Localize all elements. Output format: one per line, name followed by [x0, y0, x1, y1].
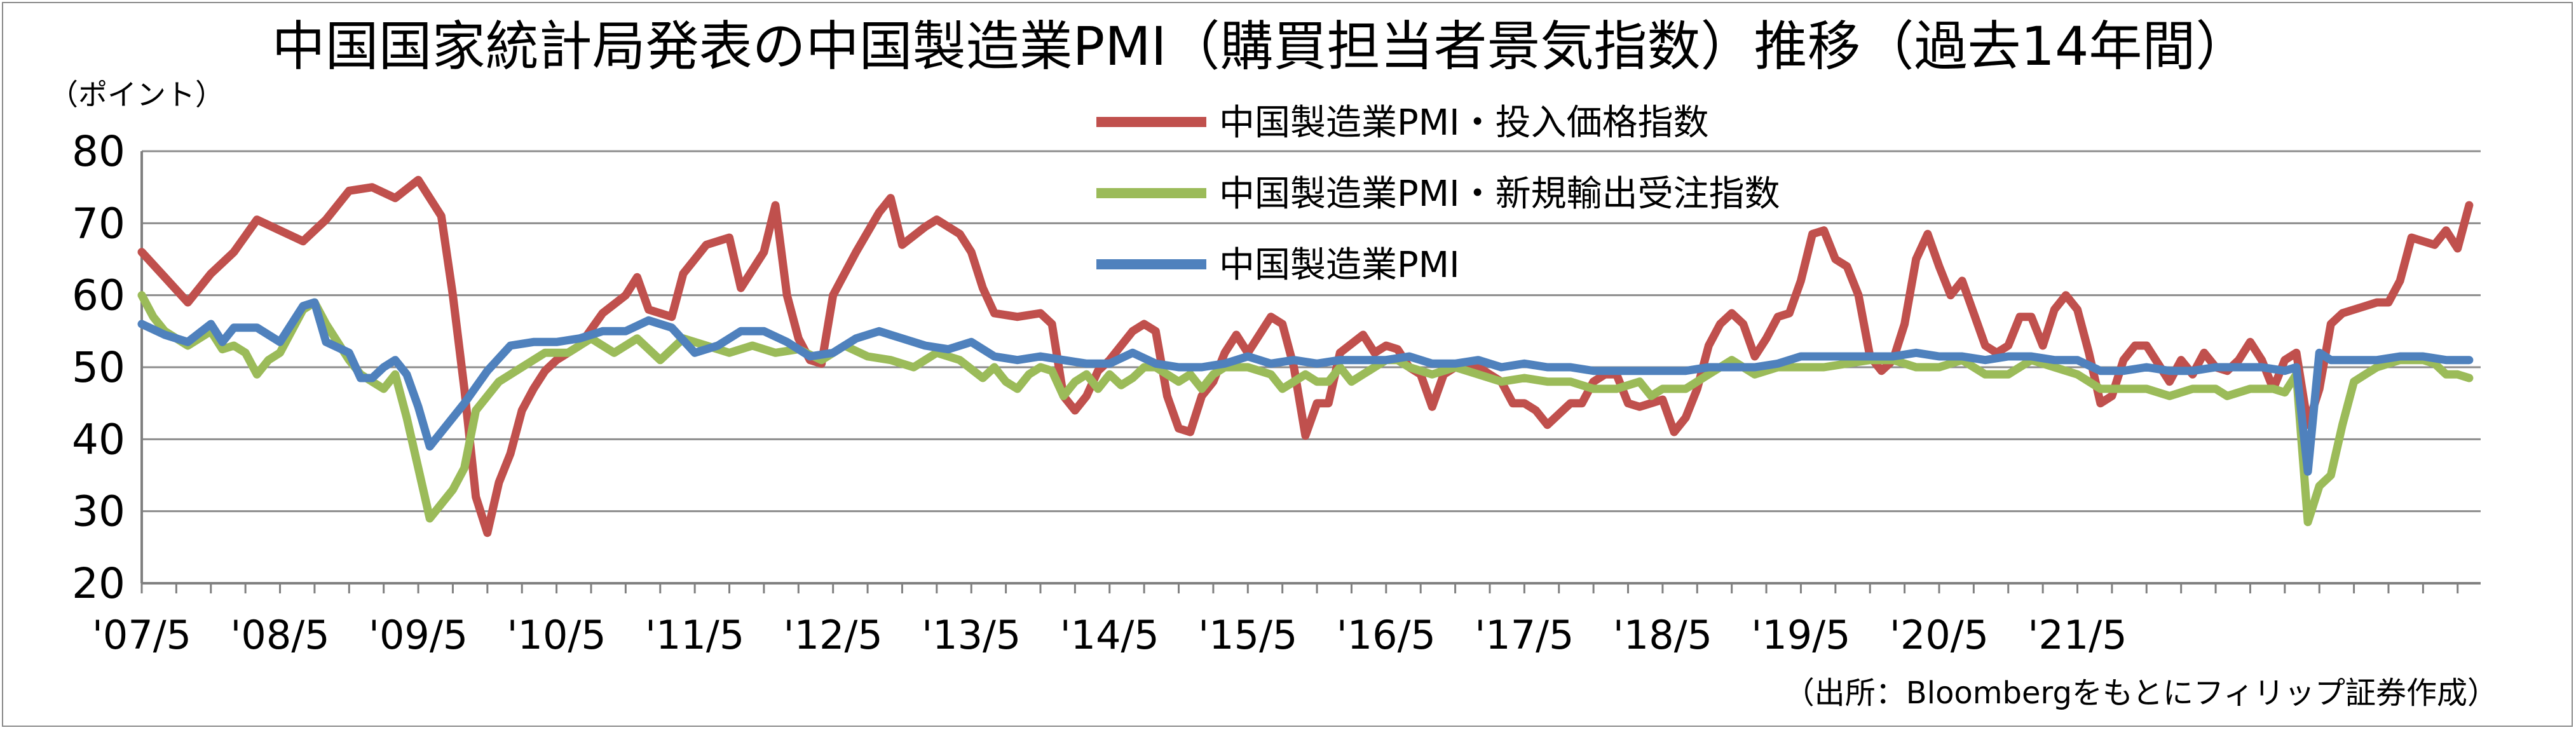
series-line-1 — [137, 175, 2474, 537]
x-tick-label: '16/5 — [1337, 612, 1436, 658]
x-tick-label: '17/5 — [1475, 612, 1574, 658]
pmi-line-chart: 中国国家統計局発表の中国製造業PMI（購買担当者景気指数）推移（過去14年間） … — [49, 15, 2498, 711]
y-tick-label: 30 — [72, 487, 125, 536]
y-axis-unit-label: （ポイント） — [49, 78, 224, 112]
y-tick-label: 20 — [72, 559, 125, 608]
y-tick-label: 70 — [72, 199, 125, 248]
x-tick-label: '21/5 — [2027, 612, 2127, 658]
x-tick-label: '18/5 — [1613, 612, 1712, 658]
series-lines — [137, 175, 2474, 537]
y-tick-label: 60 — [72, 271, 125, 320]
y-tick-label: 40 — [72, 415, 125, 464]
x-tick-label: '11/5 — [645, 612, 744, 658]
gridlines — [142, 150, 2481, 585]
x-tick-label: '10/5 — [507, 612, 606, 658]
x-tick-label: '13/5 — [922, 612, 1021, 658]
series-line-2 — [137, 291, 2474, 527]
x-tick-label: '08/5 — [230, 612, 329, 658]
x-tick-label: '20/5 — [1890, 612, 1989, 658]
legend-label: 中国製造業PMI・新規輸出受注指数 — [1219, 173, 1780, 215]
legend-label: 中国製造業PMI・投入価格指数 — [1219, 102, 1709, 144]
x-tick-label: '09/5 — [369, 612, 468, 658]
x-tick-label: '15/5 — [1198, 612, 1297, 658]
x-tick-label: '19/5 — [1751, 612, 1850, 658]
legend-label: 中国製造業PMI — [1219, 245, 1460, 286]
y-tick-label: 80 — [72, 127, 125, 176]
series-line-3 — [137, 298, 2474, 476]
x-tick-label: '14/5 — [1060, 612, 1159, 658]
axes: 20 30 40 50 60 70 80 '07/5 '08/5 '09/5 '10/5 '11/5 '… — [72, 127, 2481, 658]
y-tick-label: 50 — [72, 343, 125, 392]
x-tick-label: '07/5 — [92, 612, 191, 658]
x-tick-label: '12/5 — [784, 612, 883, 658]
source-note: （出所：Bloombergをもとにフィリップ証券作成） — [1784, 675, 2498, 711]
chart-title: 中国国家統計局発表の中国製造業PMI（購買担当者景気指数）推移（過去14年間） — [272, 15, 2249, 78]
